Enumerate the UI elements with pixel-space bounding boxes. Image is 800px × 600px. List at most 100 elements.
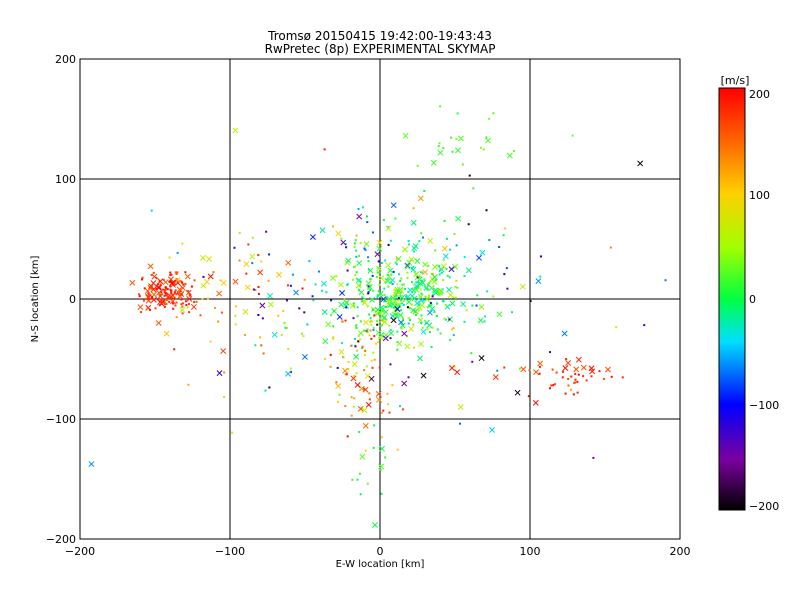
data-point-cross <box>390 317 397 324</box>
data-point <box>247 243 250 246</box>
data-point <box>426 283 429 286</box>
data-point <box>503 273 506 276</box>
data-point <box>362 298 365 301</box>
data-point-cross <box>407 287 414 294</box>
data-point-cross <box>216 370 223 377</box>
data-point-cross <box>457 404 464 411</box>
data-point-cross <box>170 281 176 288</box>
data-point-cross <box>285 259 292 266</box>
data-point-cross <box>401 246 408 253</box>
data-point <box>138 295 141 298</box>
data-point <box>378 312 381 315</box>
data-point-cross <box>412 243 419 250</box>
data-point <box>287 347 290 350</box>
data-point <box>234 323 237 326</box>
data-point <box>376 271 379 274</box>
data-point <box>427 282 430 285</box>
data-point <box>367 290 370 293</box>
data-point <box>528 369 531 372</box>
data-point <box>384 456 387 459</box>
data-point <box>175 273 178 276</box>
data-point-cross <box>319 227 326 234</box>
data-point-cross <box>357 405 364 412</box>
data-point <box>289 284 292 287</box>
data-point <box>363 247 366 250</box>
data-point <box>397 295 400 298</box>
data-point <box>156 283 159 286</box>
x-tick-label: −100 <box>215 545 245 558</box>
data-point <box>416 164 419 167</box>
data-point-cross <box>145 294 151 301</box>
data-point <box>361 206 364 209</box>
data-point <box>417 281 420 284</box>
data-point <box>311 295 314 298</box>
data-point <box>329 314 332 317</box>
data-point <box>355 326 358 329</box>
data-point <box>410 303 413 306</box>
data-point <box>398 405 401 408</box>
data-point <box>394 295 397 298</box>
data-point <box>479 146 482 149</box>
data-point-cross <box>589 368 596 375</box>
data-point <box>483 320 486 323</box>
data-point <box>243 333 246 336</box>
data-point <box>388 411 391 414</box>
data-point <box>398 304 401 307</box>
data-point <box>485 209 488 212</box>
data-point <box>376 294 379 297</box>
data-point-cross <box>457 135 464 142</box>
data-point-cross <box>367 267 374 274</box>
data-point <box>402 317 405 320</box>
data-point <box>570 375 573 378</box>
data-point-cross <box>418 341 424 347</box>
data-point <box>419 270 422 273</box>
data-point-cross <box>387 301 394 308</box>
data-point <box>219 279 222 282</box>
data-point <box>418 304 421 307</box>
data-point <box>352 405 355 408</box>
data-point <box>173 348 176 351</box>
data-point-cross <box>575 356 582 363</box>
data-point <box>172 302 175 305</box>
data-point <box>168 280 171 283</box>
data-point <box>446 274 449 277</box>
data-point <box>344 319 347 322</box>
data-point <box>363 369 366 372</box>
data-point <box>551 368 554 371</box>
data-point <box>346 435 349 438</box>
data-point <box>419 288 422 291</box>
data-point <box>429 280 432 283</box>
data-point <box>170 290 173 293</box>
data-point <box>368 392 371 395</box>
data-point-cross <box>519 283 526 290</box>
data-point-cross <box>363 319 370 326</box>
data-point <box>399 299 402 302</box>
data-point <box>361 345 364 348</box>
data-point <box>396 448 399 451</box>
colorbar: [m/s] 200 100 0 −100 −200 <box>718 74 779 513</box>
data-point <box>378 366 381 369</box>
data-point <box>195 300 198 303</box>
data-point-cross <box>259 302 266 309</box>
data-point <box>505 267 508 270</box>
data-point <box>397 298 400 301</box>
y-tick-label: 100 <box>55 173 76 186</box>
data-point <box>415 281 418 284</box>
data-point <box>181 281 184 284</box>
data-point <box>426 306 429 309</box>
data-point-cross <box>426 309 433 316</box>
data-point <box>264 389 267 392</box>
data-point <box>174 271 177 274</box>
data-point <box>369 278 372 281</box>
data-point-cross <box>340 239 347 246</box>
data-point <box>392 294 395 297</box>
data-point <box>147 293 150 296</box>
data-point <box>396 330 399 333</box>
data-point-cross <box>335 383 342 390</box>
data-point <box>548 387 551 390</box>
data-point <box>209 340 212 343</box>
data-point <box>161 298 164 301</box>
data-point-cross <box>167 276 174 283</box>
data-point <box>574 372 577 375</box>
